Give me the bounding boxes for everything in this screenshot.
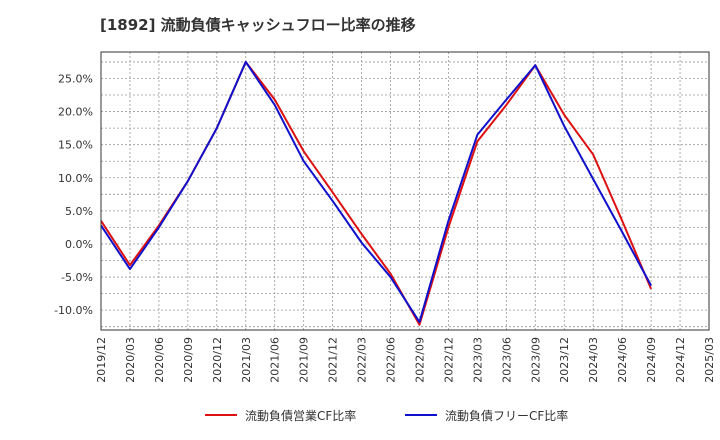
y-tick-label: -10.0% bbox=[54, 304, 93, 317]
x-tick-label: 2022/06 bbox=[385, 337, 398, 383]
y-tick-label: 0.0% bbox=[65, 238, 93, 251]
x-tick-label: 2021/12 bbox=[327, 337, 340, 383]
x-tick-label: 2022/09 bbox=[413, 337, 426, 383]
x-tick-label: 2024/06 bbox=[616, 337, 629, 383]
y-tick-label: 25.0% bbox=[58, 72, 93, 85]
x-tick-label: 2023/03 bbox=[471, 337, 484, 383]
series-line-1 bbox=[100, 60, 653, 326]
x-tick-label: 2021/03 bbox=[240, 337, 253, 383]
x-tick-label: 2021/09 bbox=[298, 337, 311, 383]
y-axis-ticks: 25.0% 20.0% 15.0% 10.0% 5.0% 0.0% -5.0% -10.0% bbox=[54, 72, 93, 317]
x-tick-label: 2021/06 bbox=[269, 337, 282, 383]
chart-title: [1892] 流動負債キャッシュフロー比率の推移 bbox=[100, 16, 416, 34]
x-tick-label: 2023/12 bbox=[558, 337, 571, 383]
x-tick-label: 2020/09 bbox=[182, 337, 195, 383]
legend: 流動負債営業CF比率 流動負債フリーCF比率 bbox=[205, 408, 568, 423]
y-tick-label: -5.0% bbox=[61, 271, 93, 284]
x-tick-label: 2025/03 bbox=[703, 337, 716, 383]
x-tick-label: 2023/06 bbox=[500, 337, 513, 383]
x-tick-label: 2020/12 bbox=[211, 337, 224, 383]
y-tick-label: 15.0% bbox=[58, 139, 93, 152]
y-tick-label: 20.0% bbox=[58, 106, 93, 119]
x-tick-label: 2024/12 bbox=[674, 337, 687, 383]
x-tick-label: 2023/09 bbox=[529, 337, 542, 383]
legend-label-2: 流動負債フリーCF比率 bbox=[445, 408, 568, 423]
legend-label-1: 流動負債営業CF比率 bbox=[245, 408, 356, 423]
x-tick-label: 2020/03 bbox=[124, 337, 137, 383]
y-tick-label: 5.0% bbox=[65, 205, 93, 218]
x-tick-label: 2019/12 bbox=[95, 337, 108, 383]
y-tick-label: 10.0% bbox=[58, 172, 93, 185]
x-tick-label: 2022/12 bbox=[442, 337, 455, 383]
x-tick-label: 2024/09 bbox=[645, 337, 658, 383]
x-axis-ticks: 2019/12 2020/03 2020/06 2020/09 2020/12 2021/… bbox=[95, 337, 716, 383]
plot-frame bbox=[100, 51, 710, 331]
x-tick-label: 2024/03 bbox=[587, 337, 600, 383]
grid bbox=[100, 52, 710, 330]
series-lines bbox=[100, 60, 653, 326]
series-line-2 bbox=[100, 60, 652, 324]
x-tick-label: 2020/06 bbox=[153, 337, 166, 383]
x-tick-label: 2022/03 bbox=[356, 337, 369, 383]
